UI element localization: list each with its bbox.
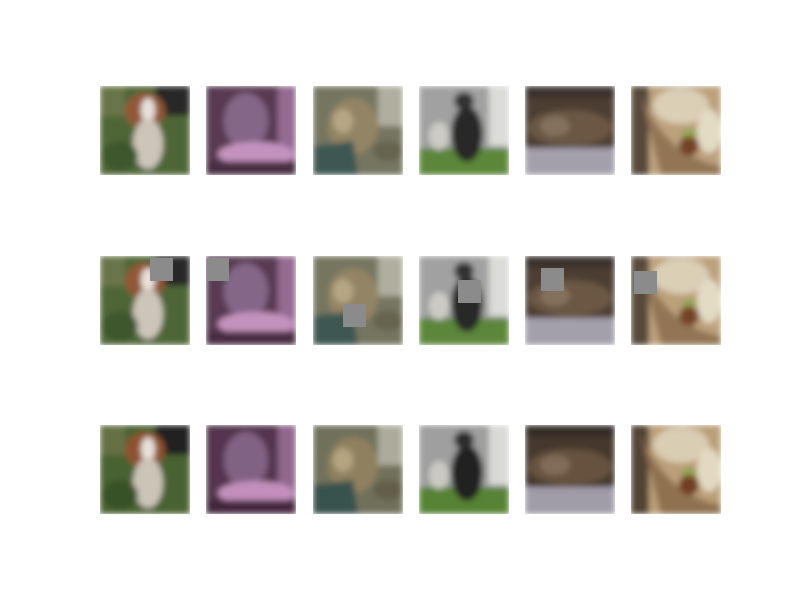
image	[206, 86, 296, 175]
image	[419, 425, 509, 514]
image	[100, 256, 190, 345]
image	[100, 86, 190, 175]
image	[525, 256, 615, 345]
occlusion-patch	[458, 280, 481, 303]
occlusion-patch	[541, 268, 564, 291]
row-reconstructed	[100, 425, 721, 514]
image	[525, 425, 615, 514]
occlusion-patch	[634, 271, 657, 294]
image	[313, 256, 403, 345]
image	[631, 425, 721, 514]
image	[100, 425, 190, 514]
image	[525, 86, 615, 175]
image	[313, 425, 403, 514]
row-original	[100, 86, 721, 175]
occlusion-patch	[207, 258, 229, 281]
occlusion-patch	[343, 304, 366, 327]
image	[313, 86, 403, 175]
image	[631, 86, 721, 175]
occlusion-patch	[150, 258, 173, 281]
row-occluded	[100, 256, 721, 345]
image	[206, 425, 296, 514]
image	[419, 86, 509, 175]
image	[631, 256, 721, 345]
